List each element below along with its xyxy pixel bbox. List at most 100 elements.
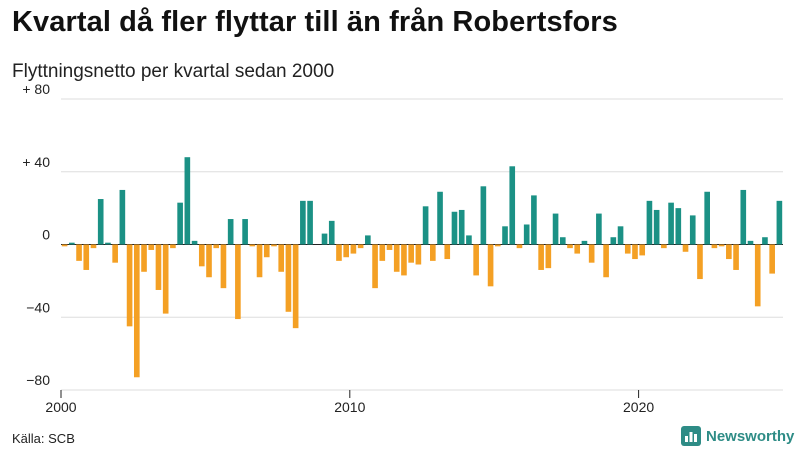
bar	[321, 233, 328, 245]
bar	[726, 244, 732, 260]
chart-title: Kvartal då fler flyttar till än från Rob…	[12, 6, 618, 38]
bar	[336, 244, 342, 261]
bar	[509, 166, 516, 245]
bar	[401, 244, 407, 276]
bar	[90, 244, 97, 249]
bar	[531, 195, 537, 245]
bar	[328, 220, 335, 245]
bar	[668, 202, 674, 245]
bar	[213, 244, 220, 249]
bar	[177, 202, 183, 245]
bar	[516, 244, 523, 249]
x-tick-label: 2010	[334, 399, 365, 415]
bar	[285, 244, 292, 312]
bar	[386, 244, 393, 250]
bar	[112, 244, 118, 263]
bar	[538, 244, 544, 270]
bar	[466, 235, 472, 245]
bar	[769, 244, 775, 274]
bar	[632, 244, 638, 260]
chart-subtitle: Flyttningsnetto per kvartal sedan 2000	[12, 61, 335, 82]
y-tick-label: 0	[42, 227, 50, 243]
bar	[494, 244, 501, 247]
bar	[458, 209, 465, 245]
bar	[148, 244, 155, 250]
bar	[718, 244, 725, 247]
bar	[292, 244, 299, 329]
bar	[76, 244, 82, 261]
bar	[184, 157, 191, 245]
y-tick-label: −40	[26, 299, 50, 315]
bar	[133, 244, 140, 378]
bar	[155, 244, 162, 290]
bar	[762, 237, 768, 245]
axis-labels: + 80 + 40 0 −40 −80 2000 2010 2020	[22, 81, 654, 415]
bar	[559, 237, 566, 245]
bar	[740, 189, 747, 245]
newsworthy-logo[interactable]: Newsworthy	[681, 426, 794, 446]
bar	[451, 211, 458, 245]
bar	[242, 219, 248, 245]
bar	[191, 240, 198, 245]
bar	[379, 244, 386, 261]
bar	[588, 244, 595, 263]
bar	[263, 244, 270, 258]
bar	[754, 244, 761, 307]
bar	[697, 244, 703, 280]
y-tick-label: + 80	[22, 81, 50, 97]
bar	[646, 200, 653, 245]
bar	[249, 244, 256, 247]
bar	[480, 186, 487, 245]
bar	[675, 208, 682, 245]
bar	[610, 237, 617, 245]
bar	[365, 235, 371, 245]
bar	[119, 189, 126, 245]
bar	[473, 244, 479, 276]
bar	[206, 244, 212, 278]
bar	[596, 213, 602, 245]
bars	[61, 157, 783, 378]
bar	[444, 244, 451, 260]
bar	[653, 209, 660, 245]
bar	[235, 244, 241, 320]
bar	[704, 191, 710, 245]
bar	[567, 244, 573, 249]
bar	[271, 244, 277, 247]
y-tick-label: −80	[26, 372, 50, 388]
bar	[357, 244, 364, 249]
bar	[220, 244, 227, 289]
bar	[617, 226, 624, 245]
y-tick-label: + 40	[22, 154, 50, 170]
bar	[300, 200, 306, 245]
bar	[97, 199, 104, 245]
bar	[422, 206, 429, 245]
bar	[105, 242, 111, 245]
bar	[552, 213, 559, 245]
bar	[162, 244, 169, 314]
bar	[487, 244, 494, 287]
bar	[689, 215, 696, 245]
bar	[733, 244, 739, 270]
bar	[776, 200, 783, 245]
bar	[61, 244, 68, 247]
bar	[227, 219, 234, 245]
brand-name: Newsworthy	[706, 427, 795, 445]
bar	[545, 244, 552, 269]
bar	[372, 244, 378, 289]
bar	[256, 244, 263, 278]
bar	[603, 244, 609, 278]
bar	[747, 240, 754, 245]
bar	[415, 244, 422, 265]
chart-logo-icon	[681, 426, 701, 446]
bar	[83, 244, 90, 270]
bar	[350, 244, 357, 254]
bar	[170, 244, 176, 249]
bar	[711, 244, 718, 249]
bar	[69, 242, 75, 245]
x-tick-label: 2000	[45, 399, 76, 415]
bar	[126, 244, 133, 327]
bar	[198, 244, 205, 267]
x-tick-label: 2020	[623, 399, 654, 415]
bar	[523, 224, 530, 245]
